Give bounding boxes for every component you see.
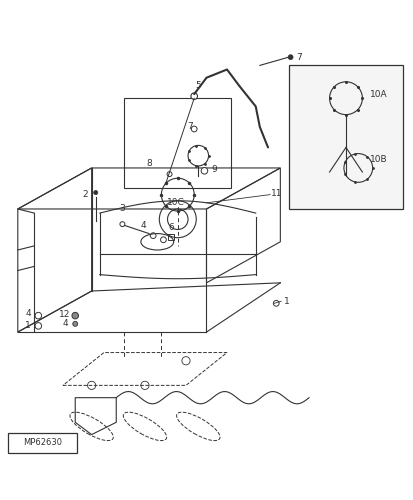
Text: 10C: 10C	[167, 198, 185, 207]
Circle shape	[94, 190, 98, 194]
Circle shape	[191, 126, 197, 132]
Text: 11: 11	[271, 190, 282, 198]
Text: 4: 4	[140, 221, 146, 230]
Circle shape	[191, 93, 197, 100]
Text: 4: 4	[25, 309, 31, 318]
Circle shape	[73, 322, 78, 326]
Text: 7: 7	[187, 122, 193, 132]
Circle shape	[288, 54, 293, 60]
Text: 8: 8	[146, 160, 152, 168]
FancyBboxPatch shape	[7, 432, 77, 453]
Circle shape	[120, 222, 125, 226]
Text: 3: 3	[119, 204, 125, 214]
Circle shape	[167, 172, 172, 176]
Text: 2: 2	[83, 190, 88, 199]
Text: 7: 7	[296, 52, 301, 62]
Text: 9: 9	[212, 164, 218, 173]
Text: 10B: 10B	[370, 156, 388, 164]
Text: 6: 6	[169, 223, 175, 232]
Text: 10A: 10A	[370, 90, 388, 98]
Circle shape	[72, 312, 78, 319]
Text: 4: 4	[62, 318, 68, 328]
Text: 1: 1	[284, 297, 290, 306]
Text: 12: 12	[59, 310, 71, 319]
Text: MP62630: MP62630	[23, 438, 62, 448]
Circle shape	[273, 300, 279, 306]
Text: 1: 1	[25, 320, 31, 330]
Circle shape	[201, 168, 208, 174]
FancyBboxPatch shape	[289, 66, 404, 209]
Bar	[168, 234, 174, 239]
Text: 5: 5	[195, 82, 201, 90]
